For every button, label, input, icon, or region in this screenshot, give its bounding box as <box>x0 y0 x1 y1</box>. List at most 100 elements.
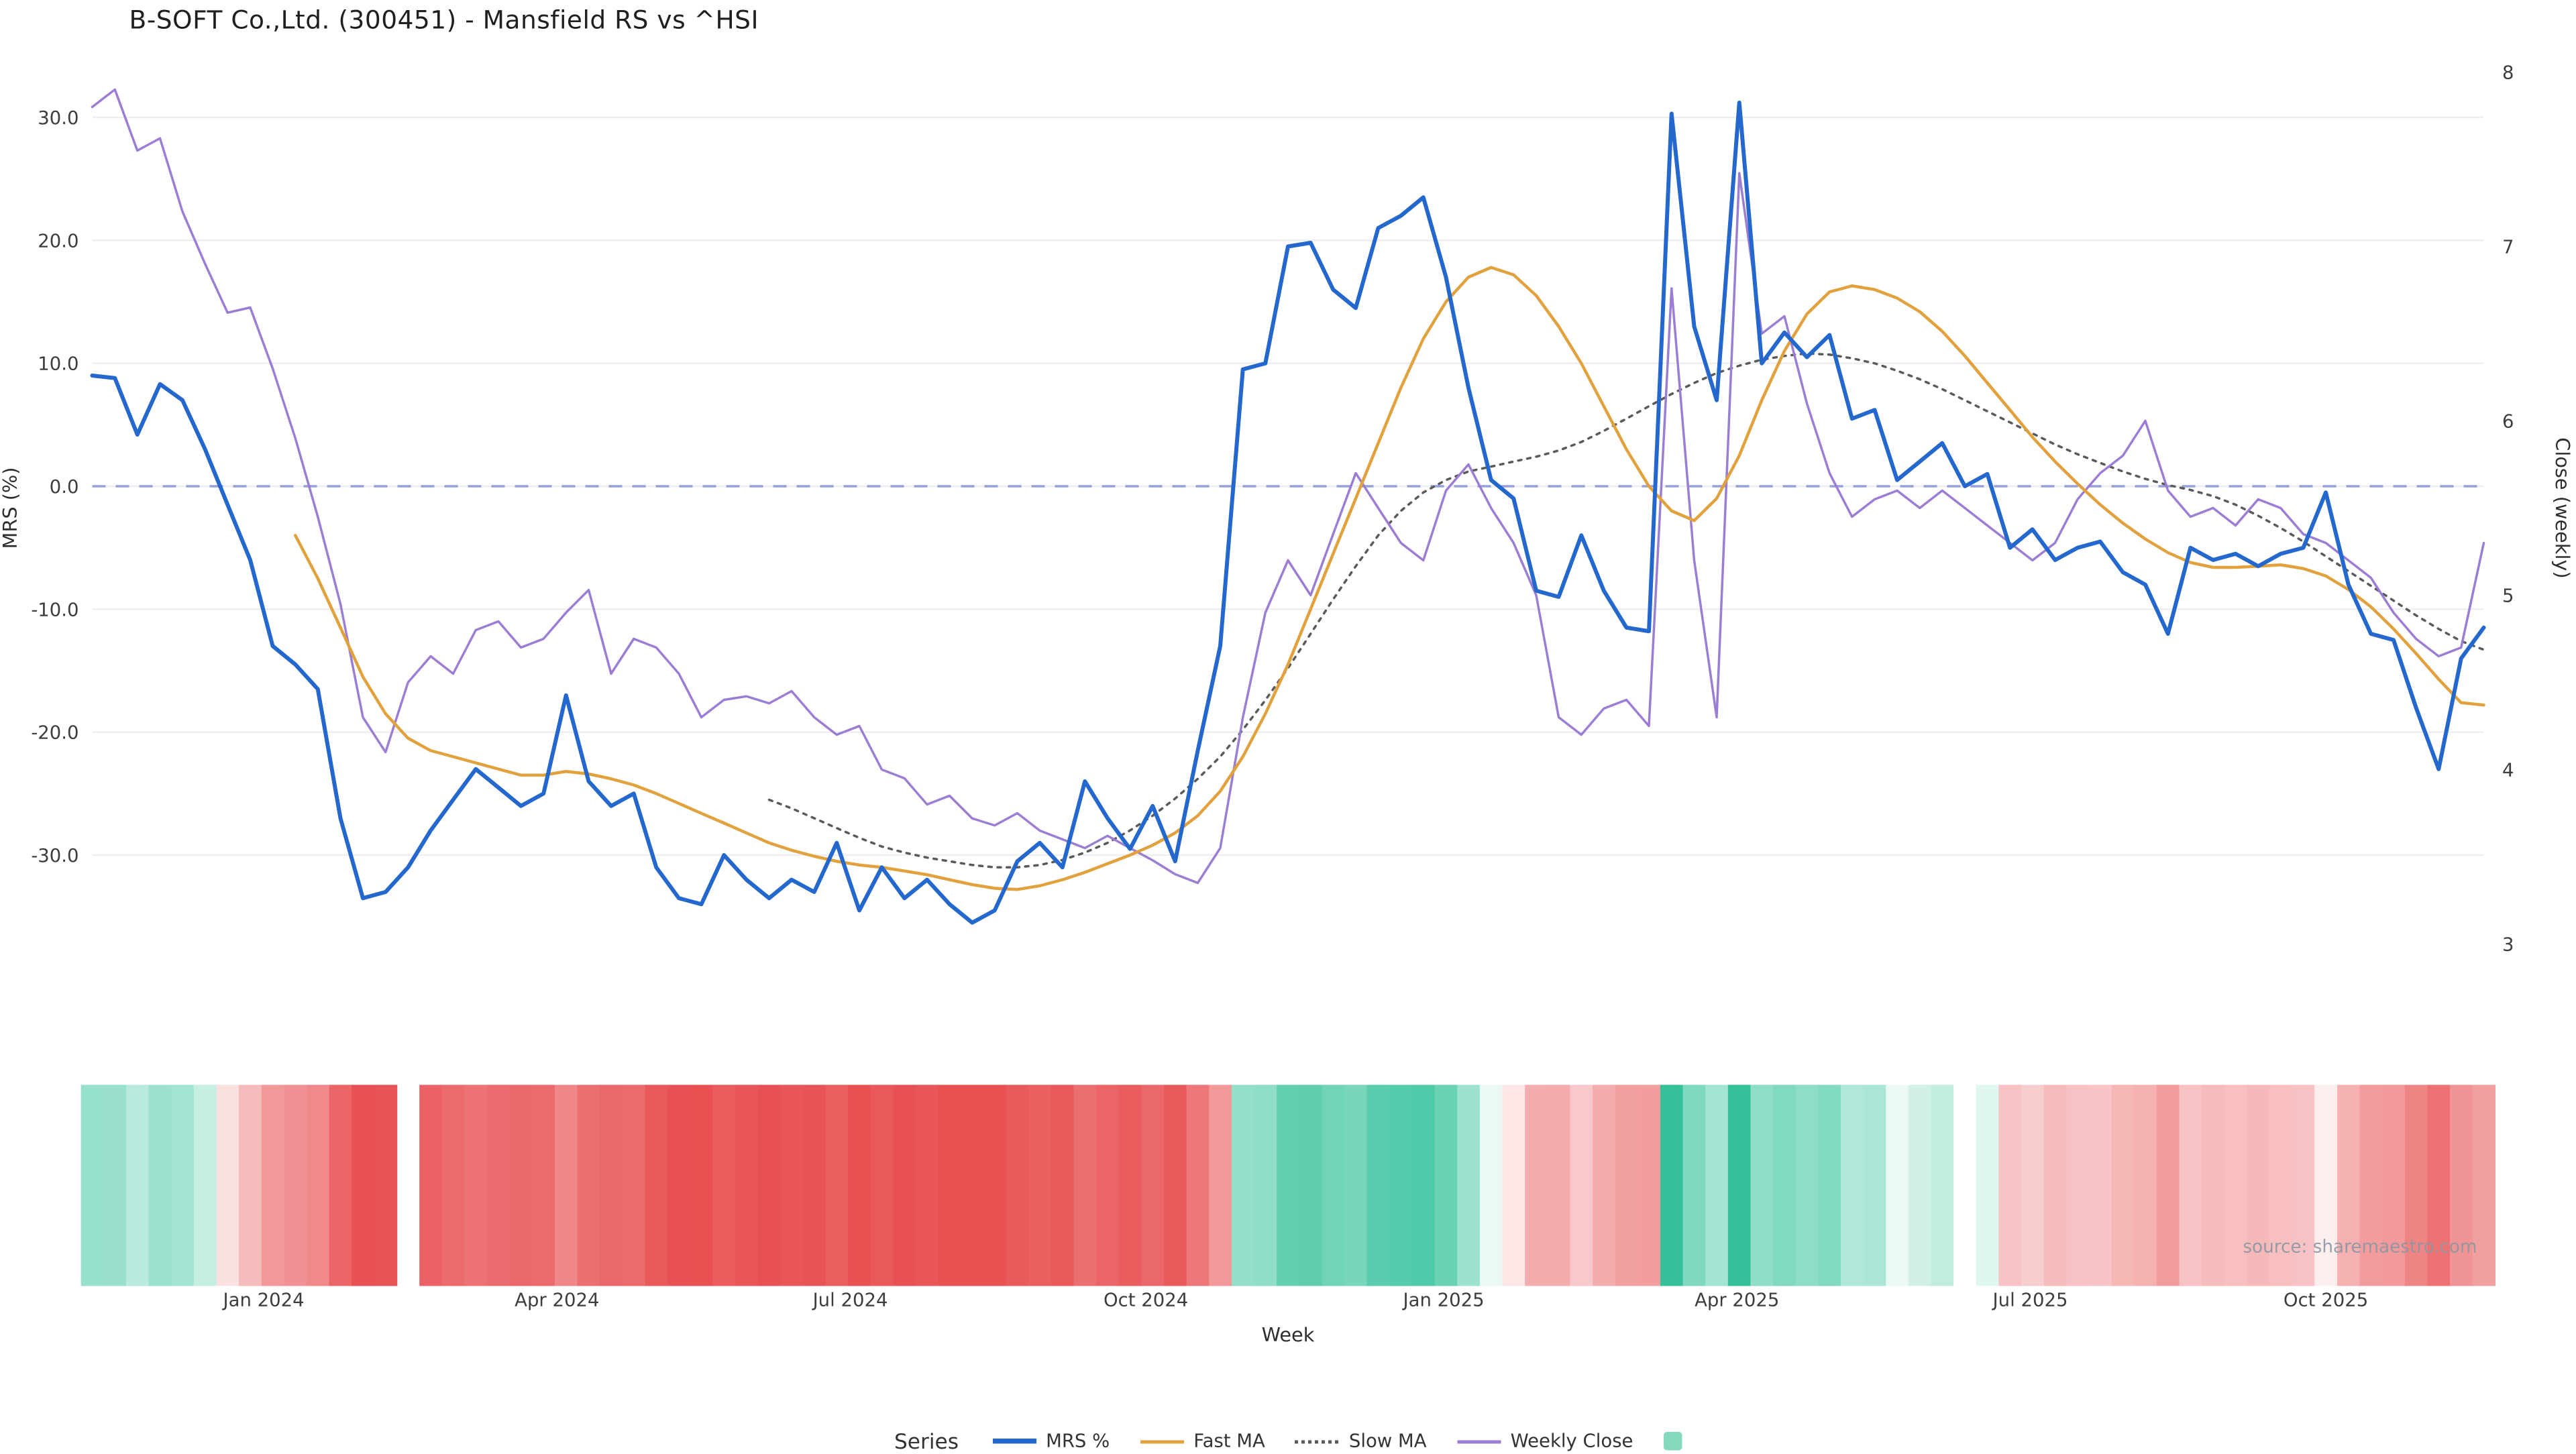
x-tick-label: Oct 2025 <box>2284 1290 2368 1311</box>
heatmap-cell <box>103 1084 127 1286</box>
heatmap-cell <box>1818 1084 1841 1286</box>
heatmap-cell <box>2450 1084 2473 1286</box>
heatmap-cell <box>1795 1084 1819 1286</box>
heatmap-cell <box>1908 1084 1932 1286</box>
heatmap-cell <box>2088 1084 2112 1286</box>
heatmap-cell <box>2269 1084 2293 1286</box>
legend-label: Fast MA <box>1193 1430 1265 1453</box>
y-left-tick-label: -10.0 <box>31 599 78 620</box>
legend-entry-slow-ma[interactable]: Slow MA <box>1295 1430 1427 1453</box>
y-left-tick-label: 10.0 <box>38 353 78 375</box>
heatmap-cell <box>757 1084 782 1286</box>
heatmap-cell <box>1051 1084 1075 1286</box>
heatmap-cell <box>2382 1084 2406 1286</box>
heatmap-cell <box>1863 1084 1886 1286</box>
y-left-tick-label: 0.0 <box>50 476 79 498</box>
heatmap-cell <box>171 1084 195 1286</box>
heatmap-cell <box>1547 1084 1571 1286</box>
heatmap-cell <box>2247 1084 2270 1286</box>
heatmap-cell <box>1118 1084 1142 1286</box>
x-tick-label: Jul 2024 <box>812 1290 888 1311</box>
heatmap-cell <box>1953 1084 1977 1286</box>
y-axis-right-title: Close (weekly) <box>2551 437 2574 578</box>
heatmap-cell <box>2472 1084 2496 1286</box>
heatmap-cell <box>1840 1084 1864 1286</box>
heatmap-cell <box>2134 1084 2157 1286</box>
heatmap-cell <box>1976 1084 2000 1286</box>
heatmap-cell <box>1231 1084 1255 1286</box>
heatmap-cell <box>1389 1084 1413 1286</box>
heatmap-cell <box>1141 1084 1165 1286</box>
slow-ma-line <box>767 352 2485 869</box>
heatmap-cell <box>735 1084 759 1286</box>
y-axis-left-title: MRS (%) <box>0 467 21 549</box>
legend-entries: MRS % Fast MA Slow MA Weekly Close <box>992 1430 1682 1453</box>
legend-line-sample <box>1295 1439 1339 1443</box>
heatmap-cell <box>1366 1084 1391 1286</box>
heatmap-cell <box>2292 1084 2315 1286</box>
heatmap-cell <box>2224 1084 2248 1286</box>
heatmap-cell <box>1705 1084 1729 1286</box>
heatmap-cell <box>983 1084 1007 1286</box>
heatmap-cell <box>577 1084 600 1286</box>
heatmap-cell <box>1299 1084 1323 1286</box>
heatmap-cell <box>938 1084 962 1286</box>
heatmap-cell <box>2021 1084 2045 1286</box>
legend-entry-weekly-close[interactable]: Weekly Close <box>1456 1431 1633 1452</box>
heatmap-cell <box>1411 1084 1436 1286</box>
y-right-tick-label: 6 <box>2502 411 2514 433</box>
heatmap-cell <box>193 1084 217 1286</box>
heatmap-cell <box>2179 1084 2202 1286</box>
heatmap-cell <box>148 1084 172 1286</box>
y-right-tick-label: 5 <box>2502 585 2514 607</box>
heatmap-cell <box>374 1084 398 1286</box>
legend: Series MRS % Fast MA Slow MA Weekly Close <box>0 1429 2576 1454</box>
heatmap-cell <box>1186 1084 1210 1286</box>
heatmap-cell <box>1525 1084 1548 1286</box>
mrs-line <box>90 101 2486 925</box>
x-tick-label: Jan 2025 <box>1401 1290 1484 1311</box>
heatmap-cell <box>961 1084 984 1286</box>
y-left-tick-label: -20.0 <box>31 722 78 744</box>
legend-label: Slow MA <box>1348 1430 1427 1453</box>
heatmap-cell <box>1750 1084 1774 1286</box>
heatmap-cell <box>1998 1084 2022 1286</box>
legend-entry-heatmap-swatch[interactable] <box>1663 1432 1682 1451</box>
heatmap-cell <box>1073 1084 1097 1286</box>
heatmap-cell <box>239 1084 262 1286</box>
legend-entry-fast-ma[interactable]: Fast MA <box>1140 1430 1265 1453</box>
heatmap-cell <box>284 1084 307 1286</box>
heatmap-cell <box>261 1084 285 1286</box>
heatmap-cell <box>216 1084 239 1286</box>
y-right-tick-label: 3 <box>2502 934 2514 956</box>
heatmap-cell <box>1682 1084 1706 1286</box>
heatmap-cell <box>712 1084 736 1286</box>
legend-line-sample <box>1456 1439 1501 1443</box>
heatmap-cell <box>1209 1084 1232 1286</box>
heatmap-cell <box>80 1084 105 1286</box>
legend-line-sample <box>992 1439 1036 1444</box>
heatmap-cell <box>441 1084 466 1286</box>
heatmap-cell <box>780 1084 804 1286</box>
heatmap-cell <box>667 1084 691 1286</box>
heatmap-cell <box>1638 1084 1661 1286</box>
y-right-tick-label: 7 <box>2502 237 2514 258</box>
heatmap-cell <box>352 1084 375 1286</box>
heatmap-cell <box>2111 1084 2135 1286</box>
heatmap-cell <box>916 1084 939 1286</box>
heatmap-cell <box>1006 1084 1029 1286</box>
legend-entry-mrs[interactable]: MRS % <box>992 1431 1110 1452</box>
heatmap-cell <box>554 1084 578 1286</box>
chart-canvas: 30.0 20.0 10.0 0.0 -10.0 -20.0 -30.0 8 7 6 5 4 3 Jan … <box>0 62 2574 1347</box>
y-left-tick-label: -30.0 <box>31 845 78 866</box>
heatmap-cell <box>2156 1084 2180 1286</box>
heatmap-cell <box>1615 1084 1639 1286</box>
page-title: B-SOFT Co.,Ltd. (300451) - Mansfield RS … <box>129 5 759 36</box>
heatmap-cell <box>1570 1084 1593 1286</box>
heatmap-cell <box>509 1084 533 1286</box>
heatmap-cell <box>125 1084 150 1286</box>
heatmap-cell <box>1660 1084 1684 1286</box>
heatmap-cell <box>645 1084 668 1286</box>
heatmap-cell <box>532 1084 555 1286</box>
heatmap-cell <box>1593 1084 1616 1286</box>
